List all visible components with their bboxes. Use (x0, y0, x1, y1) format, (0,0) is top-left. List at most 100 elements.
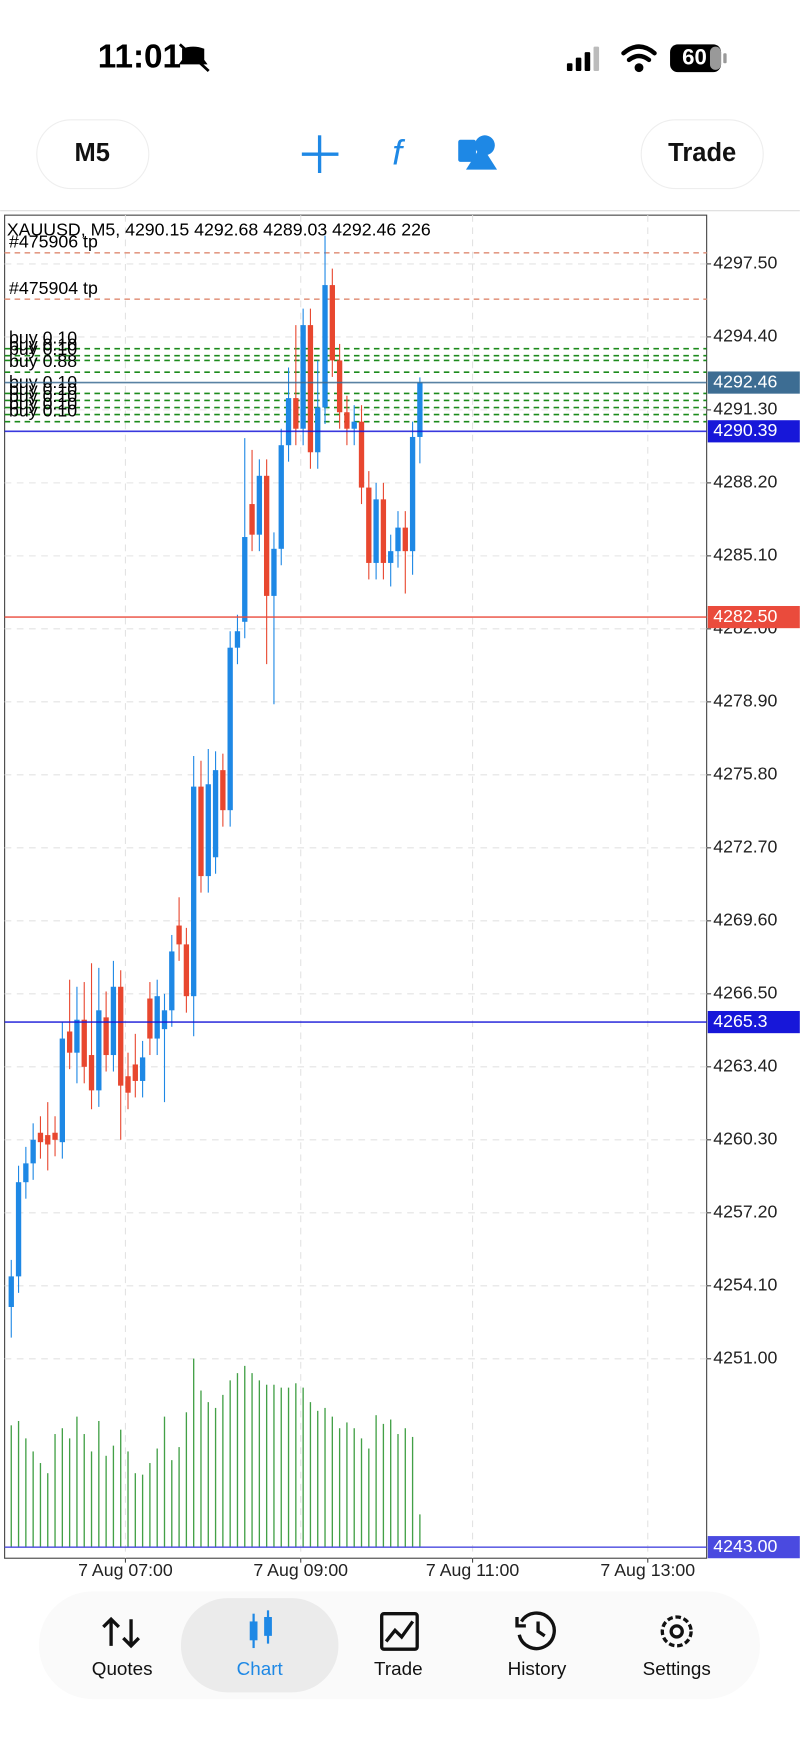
y-tick-label: 4272.70 (713, 837, 777, 857)
volume-bar (68, 1438, 71, 1548)
candle-body (125, 1076, 131, 1093)
candle-body (66, 1031, 73, 1053)
candle-body (395, 527, 401, 552)
volume-bar (90, 1451, 93, 1548)
volume-bar (419, 1514, 421, 1548)
candle-body (351, 421, 357, 429)
nav-label[interactable]: Chart (237, 1658, 284, 1679)
candle-body (110, 986, 117, 1056)
volume-bar (280, 1387, 282, 1548)
candle-body (205, 784, 211, 877)
candle-body (373, 499, 379, 563)
price-tag-label: 4243.00 (713, 1536, 777, 1556)
active-tab (180, 1598, 339, 1693)
chart-icon (249, 1610, 272, 1649)
volume-bar (10, 1425, 12, 1548)
volume-bar (390, 1419, 392, 1548)
volume-bar (222, 1394, 224, 1548)
y-tick-label: 4294.40 (713, 326, 777, 346)
x-tick-label: 7 Aug 07:00 (78, 1560, 173, 1580)
candle-body (191, 786, 197, 997)
trade-button-label: Trade (668, 139, 736, 167)
objects-button[interactable] (458, 135, 498, 170)
candle-body (300, 325, 306, 429)
candle-body (30, 1139, 36, 1164)
y-tick-label: 4288.20 (713, 472, 777, 492)
volume-bar (338, 1428, 341, 1548)
volume-bar (207, 1402, 209, 1548)
volume-bar (163, 1416, 166, 1548)
nav-label[interactable]: History (508, 1658, 567, 1679)
nav-label[interactable]: Quotes (92, 1658, 153, 1679)
candle-body (409, 436, 416, 552)
candle-body (23, 1163, 29, 1183)
crosshair-button[interactable] (301, 135, 339, 174)
y-tick-label: 4275.80 (713, 764, 777, 784)
volume-bar (200, 1390, 202, 1548)
price-tag (707, 1010, 800, 1034)
clock: 11:01 (98, 39, 181, 76)
candle-body (358, 421, 365, 488)
indicators-button[interactable]: f (392, 133, 405, 173)
candle-body (249, 504, 255, 535)
volume-bar (32, 1451, 34, 1548)
volume-bar (127, 1451, 129, 1548)
candle-body (366, 487, 372, 563)
volume-bar (105, 1455, 107, 1548)
volume-bar (214, 1407, 217, 1548)
trade-icon (380, 1612, 419, 1651)
volume-bar (178, 1447, 180, 1548)
candle-body (315, 407, 321, 453)
candle-body (271, 548, 277, 596)
nav-label[interactable]: Settings (643, 1658, 711, 1679)
candle-body (15, 1182, 22, 1277)
price-tag-label: 4292.46 (713, 371, 777, 391)
candle-body (307, 325, 314, 453)
order-label: buy 0.10 (9, 379, 77, 399)
volume-bar (134, 1473, 136, 1548)
candle-body (169, 951, 175, 1011)
nav-label[interactable]: Trade (374, 1658, 423, 1679)
candle-body (103, 1017, 109, 1056)
candle-body (52, 1132, 58, 1140)
volume-bar (193, 1358, 195, 1548)
candle-body (212, 770, 219, 858)
volume-bar (404, 1428, 406, 1548)
trade-button[interactable] (640, 119, 764, 190)
timeframe-label: M5 (75, 139, 110, 167)
candle-body (88, 1055, 95, 1091)
bottom-nav (39, 1591, 760, 1700)
volume-bar (76, 1416, 78, 1548)
volume-bar (375, 1415, 377, 1548)
volume-bar (251, 1373, 253, 1548)
timeframe-button[interactable] (36, 119, 150, 190)
volume-bar (229, 1380, 231, 1548)
volume-bar (112, 1445, 115, 1548)
volume-bar (61, 1428, 64, 1548)
candle-body (263, 475, 270, 596)
volume-bar (156, 1448, 158, 1548)
order-label: buy 0.10 (9, 334, 77, 354)
candle-body (198, 786, 204, 877)
volume-bar (324, 1407, 326, 1548)
candle-body (176, 925, 182, 945)
volume-bar (302, 1387, 304, 1548)
volume-bar (382, 1423, 385, 1548)
candle-body (285, 398, 292, 446)
candle-body (45, 1135, 51, 1145)
volume-bar (244, 1365, 246, 1548)
order-label: buy 0.10 (9, 327, 77, 347)
candle-body (278, 445, 284, 549)
volume-bar (331, 1416, 333, 1548)
y-tick-label: 4251.00 (713, 1347, 777, 1367)
volume-bar (265, 1384, 268, 1548)
price-tag (707, 1536, 800, 1559)
price-tag-label: 4265.3 (713, 1011, 767, 1031)
x-tick-label: 7 Aug 11:00 (426, 1560, 519, 1580)
candle-body (242, 537, 248, 622)
candle-body (132, 1064, 138, 1081)
candle-body (139, 1057, 146, 1081)
y-tick-label: 4291.30 (713, 399, 777, 419)
order-label: #475904 tp (9, 278, 98, 298)
